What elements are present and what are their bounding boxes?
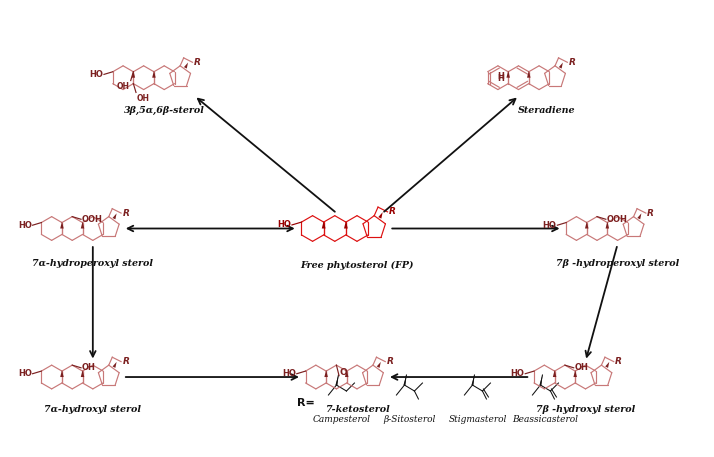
Text: β-Sitosterol: β-Sitosterol [383,415,436,424]
Text: 7α-hydroxyl sterol: 7α-hydroxyl sterol [44,405,141,414]
Text: HO: HO [282,369,296,378]
Polygon shape [81,370,84,377]
Polygon shape [553,370,556,377]
Polygon shape [605,222,609,228]
Polygon shape [527,71,531,78]
Text: HO: HO [18,369,31,378]
Text: OH: OH [117,82,130,91]
Text: HO: HO [543,221,556,230]
Text: Beassicasterol: Beassicasterol [513,415,578,424]
Polygon shape [378,212,383,218]
Text: 7α-hydroperoxyl sterol: 7α-hydroperoxyl sterol [32,259,154,267]
Text: R=: R= [297,398,314,408]
Text: Free phytosterol (FP): Free phytosterol (FP) [301,260,413,270]
Text: 7-ketosterol: 7-ketosterol [325,405,389,414]
Text: OOH: OOH [607,215,628,224]
Polygon shape [638,213,641,219]
Polygon shape [113,362,116,368]
Text: 3β,5α,6β-sterol: 3β,5α,6β-sterol [124,106,205,115]
Text: HO: HO [18,221,31,230]
Text: Steradiene: Steradiene [518,106,575,115]
Polygon shape [605,362,609,368]
Text: R: R [568,58,575,67]
Text: H: H [497,72,504,81]
Polygon shape [573,370,577,377]
Polygon shape [60,222,64,228]
Polygon shape [471,375,474,385]
Text: HO: HO [277,220,291,229]
Text: R: R [389,207,396,216]
Text: OH: OH [82,363,96,372]
Text: R: R [122,357,129,366]
Text: R: R [647,208,654,218]
Text: OOH: OOH [82,215,103,224]
Polygon shape [585,222,588,228]
Text: R: R [615,357,622,366]
Polygon shape [152,71,156,78]
Polygon shape [345,370,348,377]
Polygon shape [506,71,510,78]
Text: 7β -hydroperoxyl sterol: 7β -hydroperoxyl sterol [556,259,679,267]
Polygon shape [131,71,135,78]
Text: Campesterol: Campesterol [313,415,371,424]
Text: R: R [122,208,129,218]
Polygon shape [403,375,406,385]
Polygon shape [322,221,326,228]
Polygon shape [81,222,84,228]
Polygon shape [113,213,116,219]
Text: OH: OH [575,363,588,372]
Polygon shape [184,63,188,69]
Text: OH: OH [137,94,150,103]
Polygon shape [377,362,381,368]
Text: 7β -hydroxyl sterol: 7β -hydroxyl sterol [536,405,635,414]
Text: HO: HO [89,70,103,79]
Text: HO: HO [511,369,524,378]
Text: Stigmasterol: Stigmasterol [448,415,507,424]
Polygon shape [324,370,328,377]
Text: H: H [497,74,504,83]
Text: R: R [193,58,201,67]
Text: R: R [386,357,393,366]
Polygon shape [559,63,563,69]
Polygon shape [344,221,348,228]
Polygon shape [540,375,543,385]
Polygon shape [60,370,64,377]
Text: O: O [340,367,348,377]
Polygon shape [336,375,338,385]
